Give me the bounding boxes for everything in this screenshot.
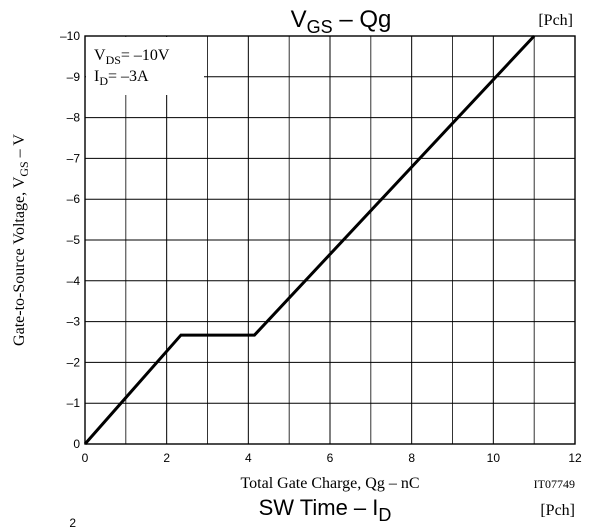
x-tick-label: 10 (487, 451, 501, 465)
x-tick-label: 0 (82, 451, 89, 465)
chart-title: VGS – Qg (291, 6, 392, 37)
y-tick-label: –1 (67, 396, 81, 410)
x-tick-labels: 0 2 4 6 8 10 12 (82, 451, 582, 465)
y-tick-label: 0 (73, 437, 80, 451)
y-axis-label: Gate-to-Source Voltage, VGS – V (11, 134, 31, 346)
next-chart-partial-tick: 2 (69, 516, 76, 528)
y-tick-label: –10 (60, 29, 80, 43)
y-tick-label: –6 (67, 192, 81, 206)
x-tick-label: 4 (245, 451, 252, 465)
condition-vds: VDS= –10V (94, 47, 170, 67)
y-tick-labels: 0 –1 –2 –3 –4 –5 –6 –7 –8 –9 –10 (60, 29, 80, 451)
grid-lines (85, 36, 575, 444)
y-tick-label: –3 (67, 315, 81, 329)
x-tick-label: 8 (408, 451, 415, 465)
plot-frame (84, 35, 576, 445)
x-axis-label: Total Gate Charge, Qg – nC (241, 475, 420, 492)
x-tick-label: 12 (568, 451, 582, 465)
y-tick-label: –8 (67, 111, 81, 125)
next-chart-title: SW Time – ID (259, 495, 392, 525)
x-tick-label: 6 (327, 451, 334, 465)
vgs-qg-curve (83, 34, 536, 445)
y-tick-label: –5 (67, 233, 81, 247)
x-tick-label: 2 (163, 451, 170, 465)
conditions-box (86, 37, 204, 95)
figure-code: IT07749 (534, 477, 575, 491)
y-tick-label: –2 (67, 355, 81, 369)
y-tick-label: –4 (67, 274, 81, 288)
y-tick-label: –9 (67, 70, 81, 84)
y-tick-label: –7 (67, 151, 81, 165)
channel-tag: [Pch] (538, 12, 573, 29)
next-chart-channel-tag: [Pch] (540, 502, 575, 519)
condition-id: ID= –3A (94, 68, 149, 88)
